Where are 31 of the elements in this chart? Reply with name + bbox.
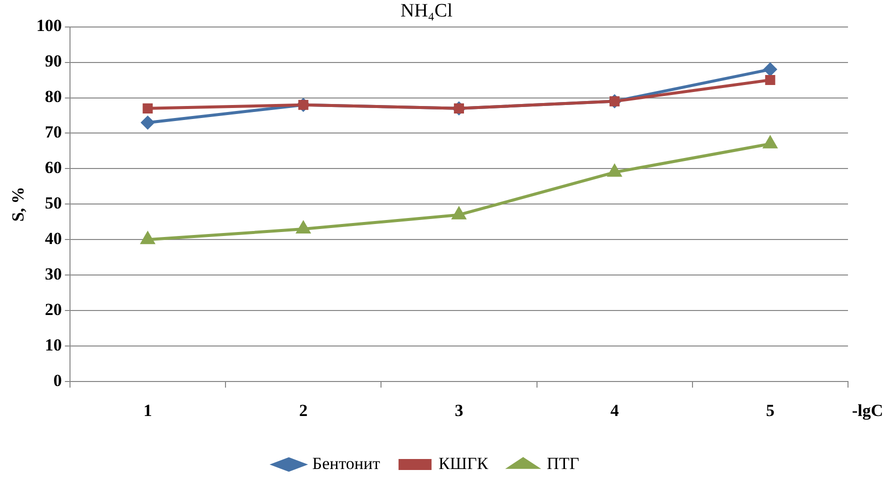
x-tick-label: 4 (610, 401, 620, 420)
y-tick-label: 80 (44, 87, 62, 106)
y-tick-label: 90 (44, 52, 62, 71)
y-tick-label: 0 (53, 370, 62, 390)
y-tick-label: 20 (44, 300, 62, 320)
point (141, 116, 154, 130)
x-axis-title: -lgC (852, 400, 884, 420)
point (608, 164, 622, 177)
point (763, 136, 777, 148)
y-tick-label: 50 (44, 194, 62, 213)
legend-label: ПТГ (546, 454, 580, 473)
point (764, 62, 777, 76)
legend-label: КШГК (438, 454, 489, 473)
y-tick-label: 70 (44, 122, 62, 142)
point (452, 207, 466, 220)
y-tick-label: 100 (36, 16, 62, 36)
y-axis-title: S, % (8, 186, 28, 222)
point (142, 103, 153, 114)
y-tick-label: 60 (44, 158, 62, 178)
x-tick-label: 2 (299, 401, 308, 420)
x-tick-label: 3 (454, 401, 464, 420)
point (296, 222, 310, 234)
x-tick-label: 1 (143, 401, 152, 420)
y-tick-label: 30 (44, 264, 62, 284)
x-tick-label: 5 (766, 401, 774, 420)
legend-label: Бентонит (312, 454, 381, 473)
y-tick-label: 10 (44, 336, 62, 355)
chart-title: NH₄Cl (400, 0, 453, 22)
point (765, 74, 776, 86)
point (141, 232, 154, 244)
y-tick-label: 40 (44, 229, 62, 248)
